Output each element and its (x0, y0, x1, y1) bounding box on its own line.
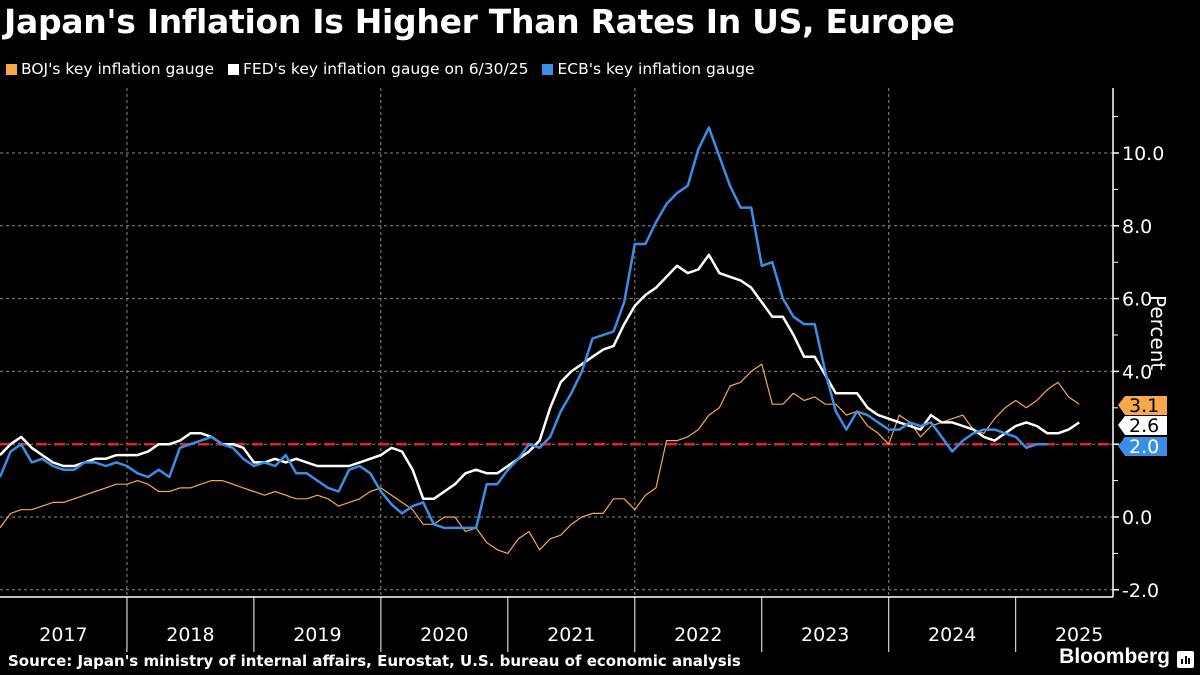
legend: BOJ's key inflation gauge FED's key infl… (6, 60, 755, 78)
x-tick-label: 2021 (547, 624, 595, 646)
x-tick-label: 2020 (420, 624, 468, 646)
x-tick-label: 2019 (293, 624, 341, 646)
legend-swatch-boj (6, 63, 17, 75)
boj-last-value-label: 3.1 (1129, 395, 1159, 417)
y-tick-label: 0.0 (1122, 507, 1152, 529)
y-tick-label: -2.0 (1122, 580, 1159, 602)
x-tick-label: 2017 (39, 624, 87, 646)
ecb-last-value-label: 2.0 (1129, 436, 1159, 458)
x-tick-label: 2023 (801, 624, 849, 646)
legend-label-boj: BOJ's key inflation gauge (21, 60, 215, 78)
fed-last-value-label: 2.6 (1129, 415, 1159, 437)
legend-swatch-ecb (542, 63, 554, 75)
x-tick-label: 2018 (166, 624, 214, 646)
legend-item-ecb: ECB's key inflation gauge (542, 60, 755, 78)
ecb-last-value-label-bg (1118, 437, 1167, 456)
ecb-line (0, 126, 1048, 530)
y-tick-label: 4.0 (1122, 361, 1152, 383)
fed-line (0, 253, 1080, 501)
legend-label-fed: FED's key inflation gauge on 6/30/25 (243, 60, 529, 78)
boj-last-value-label-bg (1118, 396, 1167, 415)
y-axis-label: Percent (1146, 295, 1170, 371)
fed-last-value-label-bg (1118, 416, 1167, 435)
x-tick-label: 2025 (1055, 624, 1103, 646)
chart-title: Japan's Inflation Is Higher Than Rates I… (4, 2, 955, 41)
legend-item-boj: BOJ's key inflation gauge (6, 60, 214, 78)
bloomberg-logo: Bloomberg (1059, 645, 1170, 668)
legend-swatch-fed (228, 63, 240, 75)
y-tick-label: 6.0 (1122, 289, 1152, 311)
x-tick-label: 2022 (674, 624, 722, 646)
boj-line (0, 363, 1080, 555)
legend-label-ecb: ECB's key inflation gauge (557, 60, 755, 78)
legend-item-fed: FED's key inflation gauge on 6/30/25 (228, 60, 528, 78)
bloomberg-chart-icon (1177, 651, 1194, 668)
y-tick-label: 8.0 (1122, 216, 1152, 238)
x-tick-label: 2024 (928, 624, 976, 646)
y-tick-label: 10.0 (1122, 143, 1164, 165)
source-note: Source: Japan's ministry of internal aff… (8, 652, 741, 670)
